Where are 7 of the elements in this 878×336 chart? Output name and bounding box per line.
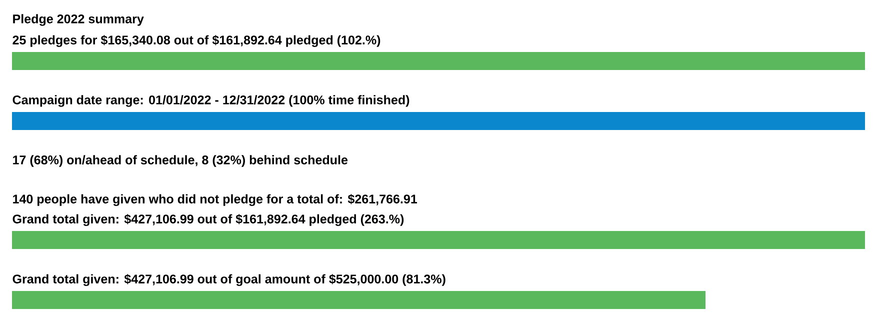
y-tick-label: Campaign date range: 01/01/2022 - 12/31/2022 (100% time finished) — [12, 95, 410, 107]
y-tick-label: Grand total given: $427,106.99 out of $161,892.64 pledged (263.%) — [12, 214, 404, 226]
y-tick-label: 25 pledges for $165,340.08 out of $161,892.64 pledged (102.%) — [12, 35, 380, 47]
y-tick-label: Grand total given: $427,106.99 out of goal amount of $525,000.00 (81.3%) — [12, 274, 446, 286]
annotation: 140 people have given who did not pledge for a total of: $261,766.91 — [13, 194, 418, 206]
chart-title: Pledge 2022 summary — [13, 14, 144, 26]
annotation: 17 (68%) on/ahead of schedule, 8 (32%) behind schedule — [13, 155, 348, 167]
